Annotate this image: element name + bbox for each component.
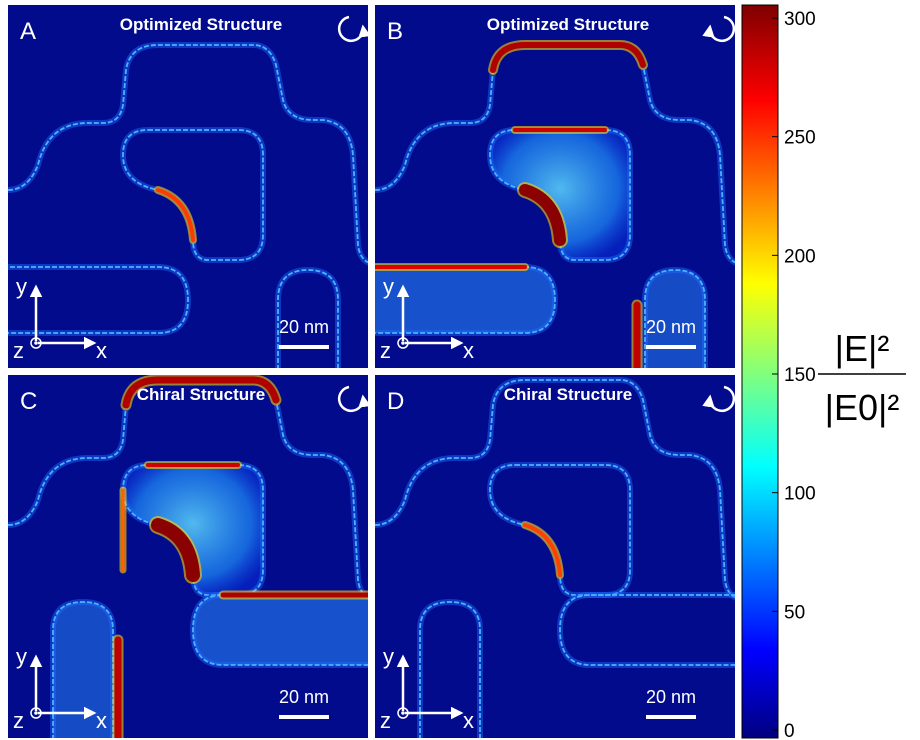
colorbar-tick-label: 150 xyxy=(784,365,816,386)
axis-label-x: x xyxy=(463,708,474,733)
hot-edge xyxy=(151,518,200,582)
pill-glow xyxy=(53,602,113,738)
rotation-icon xyxy=(702,385,736,413)
axis-label-z: z xyxy=(380,708,391,733)
axis-label-y: y xyxy=(383,274,394,299)
panel-letter: A xyxy=(20,18,36,45)
panel: D Chiral Structure y z x 20 nm xyxy=(375,375,736,738)
axis-label-y: y xyxy=(16,274,27,299)
axis-label-x: x xyxy=(463,338,474,363)
panel-letter: C xyxy=(20,388,37,415)
axis-label-z: z xyxy=(13,338,24,363)
hot-edge xyxy=(156,188,195,242)
axis-label-x: x xyxy=(96,338,107,363)
colorbar-label-denominator: |E0|² xyxy=(825,387,900,428)
panel-title: Chiral Structure xyxy=(137,385,265,404)
structure xyxy=(8,375,368,738)
z-axis-dot xyxy=(401,711,405,715)
z-axis-dot xyxy=(401,341,405,345)
pill-glow xyxy=(645,270,705,368)
structure-shapes xyxy=(375,377,735,738)
panel-title: Chiral Structure xyxy=(504,385,632,404)
z-axis-ring xyxy=(30,707,42,719)
edge xyxy=(644,269,706,368)
colorbar-tick-label: 300 xyxy=(784,9,816,30)
axis-label-z: z xyxy=(13,708,24,733)
rotation-icon xyxy=(337,385,371,413)
scale-bar-label: 20 nm xyxy=(646,687,696,707)
axis-label-y: y xyxy=(383,644,394,669)
edge xyxy=(419,601,481,738)
structure-shapes xyxy=(8,42,368,368)
hot-edge xyxy=(519,184,566,246)
edge xyxy=(277,269,339,368)
panel: A Optimized Structure y z x 20 nm xyxy=(8,5,371,368)
panel: B Optimized Structure y z x 20 nm xyxy=(375,5,736,368)
z-axis-dot xyxy=(34,711,38,715)
edge xyxy=(8,44,368,264)
colorbar-tick-label: 200 xyxy=(784,246,816,267)
edge xyxy=(375,266,556,334)
colorbar-tick-label: 100 xyxy=(784,484,816,505)
z-axis-ring xyxy=(397,337,409,349)
rotation-icon xyxy=(337,15,371,43)
panel-letter: B xyxy=(387,18,403,45)
hot-edge xyxy=(490,42,646,73)
edge xyxy=(8,266,189,334)
edge xyxy=(375,44,735,264)
pill-glow xyxy=(193,595,368,665)
colorbar-tick-label: 50 xyxy=(784,602,805,623)
panel-title: Optimized Structure xyxy=(487,15,649,34)
structure-shapes xyxy=(375,40,735,368)
structure xyxy=(375,40,735,368)
hot-edge xyxy=(523,523,562,577)
rotation-icon xyxy=(702,15,736,43)
hot-edge xyxy=(122,376,280,409)
scale-bar-label: 20 nm xyxy=(279,317,329,337)
colorbar xyxy=(741,4,779,739)
panel: C Chiral Structure y z x 20 nm xyxy=(8,375,371,738)
inner-glow xyxy=(490,130,630,260)
axis-label-z: z xyxy=(380,338,391,363)
edge xyxy=(375,379,735,599)
z-axis-ring xyxy=(397,707,409,719)
edge xyxy=(52,601,114,738)
panel-letter: D xyxy=(387,388,404,415)
edge xyxy=(8,379,368,599)
colorbar-label-numerator: |E|² xyxy=(835,328,890,369)
edge xyxy=(192,594,368,666)
colorbar-tick-label: 0 xyxy=(784,721,795,740)
structure xyxy=(8,42,368,368)
scale-bar-label: 20 nm xyxy=(646,317,696,337)
structure xyxy=(375,377,735,738)
z-axis-ring xyxy=(30,337,42,349)
axis-label-y: y xyxy=(16,644,27,669)
inner-glow xyxy=(123,465,263,595)
edge xyxy=(559,594,735,666)
axis-label-x: x xyxy=(96,708,107,733)
scale-bar-label: 20 nm xyxy=(279,687,329,707)
z-axis-dot xyxy=(34,341,38,345)
pill-glow xyxy=(375,267,555,333)
structure-shapes xyxy=(8,375,368,738)
panel-title: Optimized Structure xyxy=(120,15,282,34)
colorbar-tick-label: 250 xyxy=(784,128,816,149)
